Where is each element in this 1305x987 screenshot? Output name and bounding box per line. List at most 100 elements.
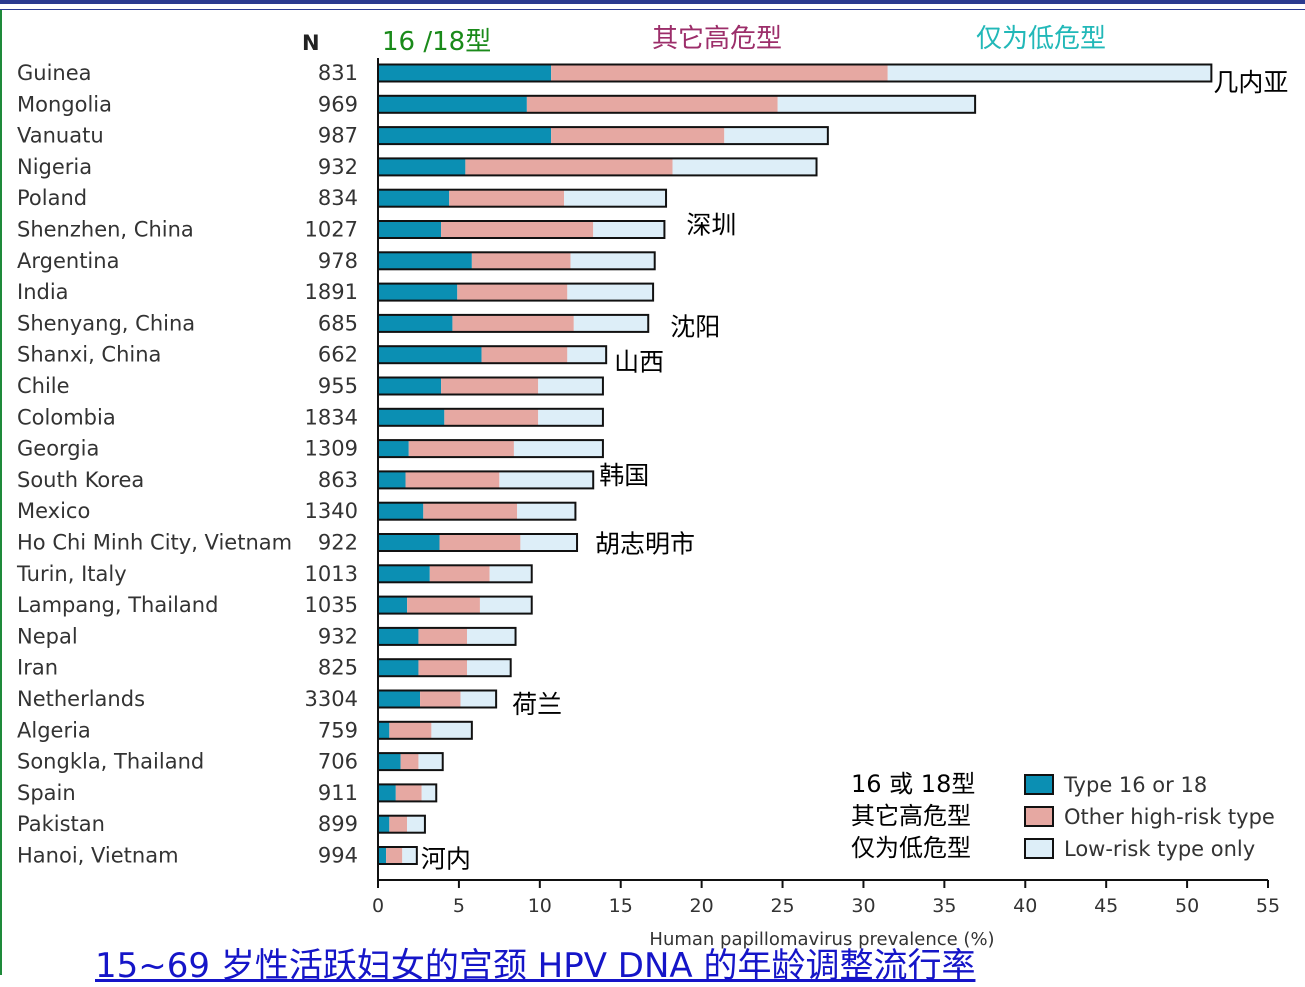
n-label: 1013 [305, 562, 358, 586]
chinese-annotation: 河内 [421, 845, 471, 874]
bar-segment-series-0 [378, 565, 430, 583]
bar-row: Georgia 1309 [17, 437, 604, 461]
bar-segment-series-0 [378, 221, 442, 238]
bar-segment-series-2 [418, 753, 443, 771]
category-label: Spain [17, 781, 76, 805]
bar-segment-series-1 [389, 815, 408, 833]
n-label: 969 [318, 92, 358, 116]
bar-segment-series-0 [378, 753, 401, 771]
n-label: 978 [318, 249, 358, 273]
bar-segment-series-0 [378, 690, 421, 708]
bar-row: Nepal 932 [17, 624, 517, 648]
bar-row: Argentina 978 [17, 249, 656, 273]
n-label: 932 [318, 155, 358, 179]
bar-segment-series-1 [418, 627, 467, 645]
bar-segment-series-0 [378, 847, 387, 864]
bar-segment-series-2 [467, 659, 511, 677]
bar-row: Chile 955 [17, 374, 604, 398]
bar-segment-series-1 [405, 471, 500, 489]
bar-segment-series-0 [378, 408, 445, 426]
n-label: 706 [318, 750, 358, 774]
bar-segment-series-1 [429, 565, 490, 583]
bar-row: Turin, Italy 1013 [16, 562, 533, 586]
x-tick-label: 35 [932, 895, 956, 917]
bar-segment-series-0 [378, 283, 458, 301]
bar-segment-series-0 [378, 596, 408, 614]
bar-segment-series-1 [400, 753, 419, 771]
bar-segment-series-0 [378, 659, 419, 677]
bar-row: Algeria 759 [17, 718, 473, 742]
x-tick-label: 50 [1175, 895, 1199, 917]
bar-row: Hanoi, Vietnam 994 [17, 844, 418, 868]
bar-segment-series-2 [467, 627, 516, 645]
bar-segment-series-1 [439, 534, 521, 551]
category-label: Ho Chi Minh City, Vietnam [17, 531, 292, 555]
bar-segment-series-0 [378, 346, 482, 364]
n-label: 825 [318, 656, 358, 680]
bar-segment-series-1 [449, 189, 565, 207]
x-axis-title: Human papillomavirus prevalence (%) [649, 929, 994, 950]
bar-segment-series-2 [593, 221, 665, 238]
n-label: 685 [318, 311, 358, 335]
bar-row: South Korea 863 [17, 468, 595, 492]
bar-segment-series-0 [378, 314, 453, 332]
bar-segment-series-1 [395, 784, 422, 802]
bar-row: Guinea 831 [17, 61, 1213, 85]
category-label: Guinea [17, 61, 92, 85]
n-label: 863 [318, 468, 358, 492]
category-label: Nepal [17, 624, 78, 648]
bar-row: Poland 834 [17, 186, 668, 210]
bar-segment-series-1 [452, 314, 574, 332]
top-rule-thin [0, 9, 1305, 10]
category-label: Lampang, Thailand [17, 593, 218, 617]
legend-swatch [1024, 774, 1054, 795]
bar-segment-series-0 [378, 189, 450, 207]
category-label: Mongolia [17, 92, 112, 116]
legend-label: Other high-risk type [1064, 805, 1275, 829]
bar-row: Pakistan 899 [17, 812, 426, 836]
category-label: Colombia [17, 405, 116, 429]
bar-segment-series-1 [441, 221, 594, 238]
chinese-annotation: 韩国 [599, 461, 649, 490]
legend: 16 或 18型 Type 16 or 18 其它高危型 Other high-ris… [851, 770, 1275, 862]
chinese-annotation: 沈阳 [670, 312, 720, 341]
x-tick-label: 5 [453, 895, 465, 917]
legend-swatch [1024, 838, 1054, 859]
category-label: Argentina [17, 249, 119, 273]
n-label: 987 [318, 124, 358, 148]
category-label: Pakistan [17, 812, 105, 836]
category-label: South Korea [17, 468, 144, 492]
n-label: 1340 [305, 499, 358, 523]
x-tick-label: 20 [690, 895, 714, 917]
bar-segment-series-1 [526, 95, 778, 113]
bar-segment-series-1 [551, 64, 888, 82]
bar-row: India 1891 [17, 280, 655, 304]
bar-segment-series-2 [567, 346, 607, 364]
bar-row: Mongolia 969 [17, 92, 977, 116]
bar-segment-series-1 [444, 408, 539, 426]
bar-segment-series-2 [513, 440, 603, 458]
bar-segment-series-0 [378, 127, 552, 145]
legend-cn-label: 仅为低危型 [851, 834, 971, 862]
bar-row: Iran 825 [17, 656, 512, 680]
bar-segment-series-0 [378, 440, 409, 458]
chart-caption: 15~69 岁性活跃妇女的宫颈 HPV DNA 的年龄调整流行率 [95, 946, 976, 986]
n-label: 3304 [305, 687, 358, 711]
header-low-risk-only: 仅为低危型 [976, 24, 1106, 54]
bar-row: Shenyang, China 685 [17, 311, 650, 335]
bar-segment-series-2 [564, 189, 667, 207]
bar-row: Ho Chi Minh City, Vietnam 922 [17, 531, 579, 555]
header-other-high-risk: 其它高危型 [652, 24, 782, 54]
n-label: 911 [318, 781, 358, 805]
bar-row: Shenzhen, China 1027 [17, 218, 666, 242]
n-column-header: N [302, 31, 320, 55]
bar-segment-series-2 [517, 502, 576, 520]
bar-segment-series-1 [389, 721, 432, 739]
chinese-annotation: 胡志明市 [595, 530, 695, 559]
chart-rows: Guinea 831 Mongolia 969 Vanuatu 987 Nigeria 932… [16, 61, 1213, 868]
bar-segment-series-0 [378, 158, 466, 176]
x-tick-label: 25 [770, 895, 794, 917]
category-label: Algeria [17, 718, 91, 742]
bar-segment-series-2 [431, 721, 472, 739]
